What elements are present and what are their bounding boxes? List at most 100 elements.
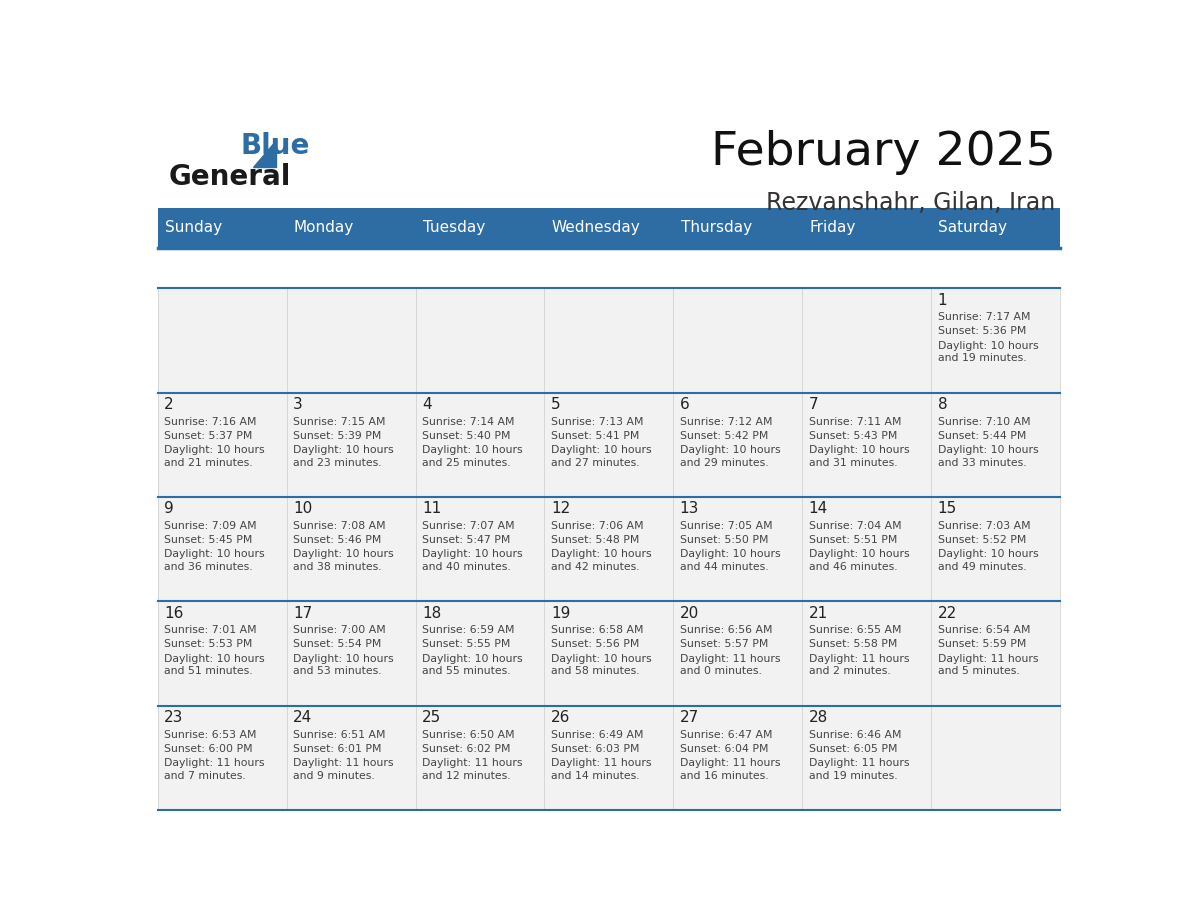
Text: 25: 25	[422, 710, 441, 725]
Text: Sunset: 5:56 PM: Sunset: 5:56 PM	[551, 640, 639, 649]
Bar	[674, 706, 802, 810]
Text: 27: 27	[680, 710, 699, 725]
Bar	[544, 601, 674, 706]
Text: Sunrise: 7:08 AM: Sunrise: 7:08 AM	[293, 521, 386, 531]
Text: Sunset: 5:37 PM: Sunset: 5:37 PM	[164, 431, 253, 441]
Text: Daylight: 11 hours
and 12 minutes.: Daylight: 11 hours and 12 minutes.	[422, 758, 523, 780]
Bar	[544, 393, 674, 497]
Text: 10: 10	[293, 501, 312, 516]
Text: Sunset: 5:59 PM: Sunset: 5:59 PM	[937, 640, 1026, 649]
Text: Sunrise: 7:12 AM: Sunrise: 7:12 AM	[680, 417, 772, 427]
Bar	[802, 706, 931, 810]
Text: 22: 22	[937, 606, 956, 621]
Text: Sunset: 5:43 PM: Sunset: 5:43 PM	[809, 431, 897, 441]
Bar	[286, 288, 416, 393]
Text: 28: 28	[809, 710, 828, 725]
Text: Sunrise: 7:01 AM: Sunrise: 7:01 AM	[164, 625, 257, 635]
Bar	[544, 706, 674, 810]
Text: Tuesday: Tuesday	[423, 220, 485, 235]
Text: Sunset: 5:54 PM: Sunset: 5:54 PM	[293, 640, 381, 649]
Text: Daylight: 11 hours
and 0 minutes.: Daylight: 11 hours and 0 minutes.	[680, 654, 781, 677]
Bar	[674, 497, 802, 601]
Text: 5: 5	[551, 397, 561, 412]
Text: 6: 6	[680, 397, 689, 412]
Bar	[158, 706, 286, 810]
Bar	[544, 497, 674, 601]
Text: Sunset: 5:39 PM: Sunset: 5:39 PM	[293, 431, 381, 441]
Text: Daylight: 10 hours
and 58 minutes.: Daylight: 10 hours and 58 minutes.	[551, 654, 651, 677]
Bar	[286, 497, 416, 601]
Text: 26: 26	[551, 710, 570, 725]
Text: Sunset: 5:45 PM: Sunset: 5:45 PM	[164, 535, 253, 545]
Bar	[802, 288, 931, 393]
Text: Sunrise: 7:16 AM: Sunrise: 7:16 AM	[164, 417, 257, 427]
Bar	[802, 393, 931, 497]
Text: Sunrise: 6:51 AM: Sunrise: 6:51 AM	[293, 730, 386, 740]
Text: 14: 14	[809, 501, 828, 516]
Text: Sunset: 5:50 PM: Sunset: 5:50 PM	[680, 535, 769, 545]
Text: Sunset: 6:00 PM: Sunset: 6:00 PM	[164, 744, 253, 754]
Text: Daylight: 10 hours
and 38 minutes.: Daylight: 10 hours and 38 minutes.	[293, 549, 393, 572]
Text: Daylight: 11 hours
and 5 minutes.: Daylight: 11 hours and 5 minutes.	[937, 654, 1038, 677]
Bar	[158, 207, 1060, 248]
Text: Daylight: 10 hours
and 21 minutes.: Daylight: 10 hours and 21 minutes.	[164, 445, 265, 468]
Text: Sunrise: 7:06 AM: Sunrise: 7:06 AM	[551, 521, 644, 531]
Text: Daylight: 10 hours
and 51 minutes.: Daylight: 10 hours and 51 minutes.	[164, 654, 265, 677]
Text: Sunrise: 6:55 AM: Sunrise: 6:55 AM	[809, 625, 902, 635]
Text: Daylight: 10 hours
and 44 minutes.: Daylight: 10 hours and 44 minutes.	[680, 549, 781, 572]
Text: Daylight: 10 hours
and 19 minutes.: Daylight: 10 hours and 19 minutes.	[937, 341, 1038, 364]
Text: 2: 2	[164, 397, 173, 412]
Text: Sunset: 5:47 PM: Sunset: 5:47 PM	[422, 535, 511, 545]
Text: Daylight: 11 hours
and 16 minutes.: Daylight: 11 hours and 16 minutes.	[680, 758, 781, 780]
Bar	[674, 601, 802, 706]
Bar	[416, 288, 544, 393]
Text: Sunset: 5:55 PM: Sunset: 5:55 PM	[422, 640, 511, 649]
Text: Sunrise: 6:53 AM: Sunrise: 6:53 AM	[164, 730, 257, 740]
Text: Sunset: 5:46 PM: Sunset: 5:46 PM	[293, 535, 381, 545]
Text: Sunset: 5:53 PM: Sunset: 5:53 PM	[164, 640, 253, 649]
Text: Daylight: 10 hours
and 33 minutes.: Daylight: 10 hours and 33 minutes.	[937, 445, 1038, 468]
Bar	[286, 393, 416, 497]
Text: Daylight: 10 hours
and 25 minutes.: Daylight: 10 hours and 25 minutes.	[422, 445, 523, 468]
Text: Sunset: 6:01 PM: Sunset: 6:01 PM	[293, 744, 381, 754]
Text: 20: 20	[680, 606, 699, 621]
Text: Daylight: 11 hours
and 9 minutes.: Daylight: 11 hours and 9 minutes.	[293, 758, 393, 780]
Text: 21: 21	[809, 606, 828, 621]
Text: Sunrise: 7:14 AM: Sunrise: 7:14 AM	[422, 417, 514, 427]
Text: Sunset: 5:41 PM: Sunset: 5:41 PM	[551, 431, 639, 441]
Text: Sunrise: 6:50 AM: Sunrise: 6:50 AM	[422, 730, 514, 740]
Text: Monday: Monday	[293, 220, 354, 235]
Text: Sunset: 6:04 PM: Sunset: 6:04 PM	[680, 744, 769, 754]
Text: Daylight: 11 hours
and 19 minutes.: Daylight: 11 hours and 19 minutes.	[809, 758, 909, 780]
Text: Sunset: 6:02 PM: Sunset: 6:02 PM	[422, 744, 511, 754]
Bar	[931, 497, 1060, 601]
Bar	[286, 706, 416, 810]
Text: Daylight: 10 hours
and 46 minutes.: Daylight: 10 hours and 46 minutes.	[809, 549, 909, 572]
Text: Sunset: 5:51 PM: Sunset: 5:51 PM	[809, 535, 897, 545]
Bar	[931, 288, 1060, 393]
Text: 4: 4	[422, 397, 431, 412]
Text: General: General	[169, 163, 291, 191]
Text: 7: 7	[809, 397, 819, 412]
Text: Sunrise: 6:47 AM: Sunrise: 6:47 AM	[680, 730, 772, 740]
Text: 8: 8	[937, 397, 947, 412]
Text: Thursday: Thursday	[681, 220, 752, 235]
Text: Sunrise: 7:07 AM: Sunrise: 7:07 AM	[422, 521, 514, 531]
Text: 19: 19	[551, 606, 570, 621]
Text: 24: 24	[293, 710, 312, 725]
Bar	[802, 497, 931, 601]
Polygon shape	[253, 140, 276, 167]
Text: Friday: Friday	[809, 220, 855, 235]
Text: Sunset: 5:36 PM: Sunset: 5:36 PM	[937, 327, 1026, 337]
Text: 18: 18	[422, 606, 441, 621]
Text: 13: 13	[680, 501, 699, 516]
Text: Sunrise: 7:17 AM: Sunrise: 7:17 AM	[937, 312, 1030, 322]
Text: Daylight: 10 hours
and 36 minutes.: Daylight: 10 hours and 36 minutes.	[164, 549, 265, 572]
Text: Blue: Blue	[240, 131, 310, 160]
Bar	[416, 601, 544, 706]
Text: Daylight: 10 hours
and 42 minutes.: Daylight: 10 hours and 42 minutes.	[551, 549, 651, 572]
Bar	[802, 601, 931, 706]
Text: Sunrise: 6:59 AM: Sunrise: 6:59 AM	[422, 625, 514, 635]
Text: Daylight: 10 hours
and 27 minutes.: Daylight: 10 hours and 27 minutes.	[551, 445, 651, 468]
Text: 9: 9	[164, 501, 173, 516]
